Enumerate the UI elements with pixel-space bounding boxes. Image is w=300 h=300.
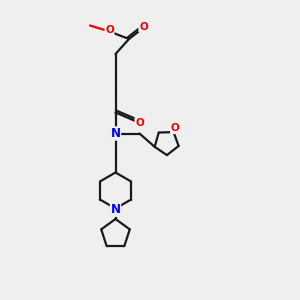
Text: O: O (171, 124, 179, 134)
Text: N: N (110, 127, 121, 140)
Text: O: O (105, 25, 114, 35)
Text: N: N (110, 203, 121, 216)
Text: O: O (135, 118, 144, 128)
Text: O: O (139, 22, 148, 32)
